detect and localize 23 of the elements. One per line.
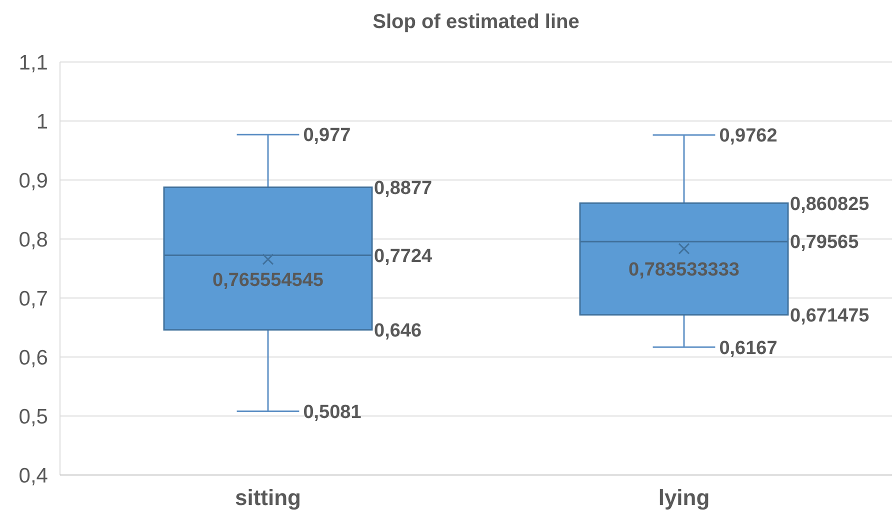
annotation: 0,9762 xyxy=(719,126,778,147)
annotation: 0,5081 xyxy=(303,402,362,423)
y-tick-label: 0,9 xyxy=(18,169,48,192)
annotation: 0,765554545 xyxy=(212,270,324,291)
annotation: 0,7724 xyxy=(374,246,433,267)
annotation: 0,860825 xyxy=(790,194,870,215)
y-tick-label: 1 xyxy=(36,110,48,134)
y-tick-label: 0,4 xyxy=(18,464,48,488)
x-tick-label: sitting xyxy=(235,485,301,510)
y-tick-label: 0,8 xyxy=(18,228,48,252)
y-tick-label: 0,6 xyxy=(18,346,48,370)
x-tick-label: lying xyxy=(658,485,710,510)
y-tick-label: 0,5 xyxy=(18,405,48,428)
y-tick-label: 0,7 xyxy=(18,287,48,310)
annotation: 0,977 xyxy=(303,125,351,146)
annotation: 0,671475 xyxy=(790,305,870,326)
annotation: 0,783533333 xyxy=(628,259,740,280)
chart-title: Slop of estimated line xyxy=(372,11,580,33)
annotation: 0,646 xyxy=(374,320,422,342)
annotation: 0,8877 xyxy=(374,178,432,199)
y-tick-label: 1,1 xyxy=(18,51,48,74)
annotation: 0,6167 xyxy=(719,338,778,359)
annotation: 0,79565 xyxy=(790,232,860,254)
